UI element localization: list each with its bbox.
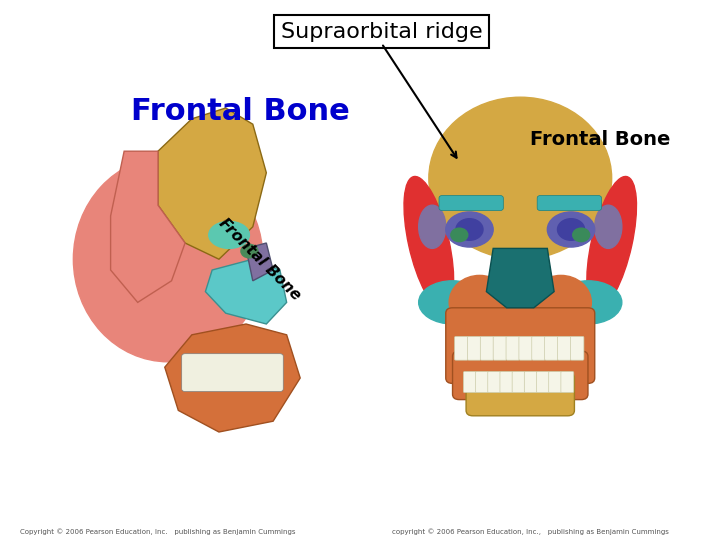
- Ellipse shape: [531, 275, 591, 329]
- Ellipse shape: [572, 228, 590, 242]
- Polygon shape: [111, 151, 185, 302]
- FancyBboxPatch shape: [467, 336, 481, 360]
- FancyBboxPatch shape: [454, 336, 468, 360]
- Ellipse shape: [456, 219, 483, 240]
- FancyBboxPatch shape: [453, 351, 588, 400]
- Ellipse shape: [547, 212, 595, 247]
- FancyBboxPatch shape: [524, 372, 537, 393]
- Ellipse shape: [209, 221, 249, 248]
- FancyBboxPatch shape: [544, 336, 558, 360]
- FancyBboxPatch shape: [512, 372, 525, 393]
- Text: Frontal Bone: Frontal Bone: [131, 97, 350, 126]
- FancyBboxPatch shape: [537, 195, 601, 211]
- Text: Supraorbital ridge: Supraorbital ridge: [281, 22, 482, 42]
- FancyBboxPatch shape: [480, 336, 494, 360]
- Ellipse shape: [241, 244, 258, 258]
- Polygon shape: [165, 324, 300, 432]
- Ellipse shape: [446, 212, 493, 247]
- Polygon shape: [205, 259, 287, 324]
- Text: copyright © 2006 Pearson Education, Inc.,   publishing as Benjamin Cummings: copyright © 2006 Pearson Education, Inc.…: [392, 528, 669, 535]
- FancyBboxPatch shape: [439, 195, 503, 211]
- Ellipse shape: [404, 177, 454, 309]
- Ellipse shape: [554, 281, 622, 324]
- FancyBboxPatch shape: [536, 372, 549, 393]
- FancyBboxPatch shape: [519, 336, 533, 360]
- Ellipse shape: [595, 205, 622, 248]
- FancyBboxPatch shape: [493, 336, 507, 360]
- FancyBboxPatch shape: [487, 372, 500, 393]
- FancyBboxPatch shape: [570, 336, 584, 360]
- FancyBboxPatch shape: [506, 336, 520, 360]
- FancyBboxPatch shape: [561, 372, 574, 393]
- Text: Frontal Bone: Frontal Bone: [531, 130, 671, 148]
- Ellipse shape: [429, 97, 612, 259]
- Polygon shape: [158, 108, 266, 259]
- Ellipse shape: [587, 177, 636, 309]
- Ellipse shape: [419, 281, 487, 324]
- Ellipse shape: [451, 228, 468, 242]
- FancyBboxPatch shape: [557, 336, 571, 360]
- Text: Copyright © 2006 Pearson Education, Inc.   publishing as Benjamin Cummings: Copyright © 2006 Pearson Education, Inc.…: [20, 528, 296, 535]
- FancyBboxPatch shape: [500, 372, 513, 393]
- FancyBboxPatch shape: [532, 336, 545, 360]
- FancyBboxPatch shape: [181, 354, 283, 391]
- FancyBboxPatch shape: [476, 372, 488, 393]
- Text: Frontal Bone: Frontal Bone: [216, 215, 303, 303]
- Ellipse shape: [557, 219, 585, 240]
- FancyBboxPatch shape: [549, 372, 562, 393]
- Ellipse shape: [449, 275, 510, 329]
- FancyBboxPatch shape: [446, 308, 595, 383]
- Polygon shape: [487, 248, 554, 308]
- Ellipse shape: [73, 157, 263, 362]
- FancyBboxPatch shape: [464, 372, 476, 393]
- FancyBboxPatch shape: [466, 373, 575, 416]
- Polygon shape: [246, 243, 273, 281]
- Ellipse shape: [419, 205, 446, 248]
